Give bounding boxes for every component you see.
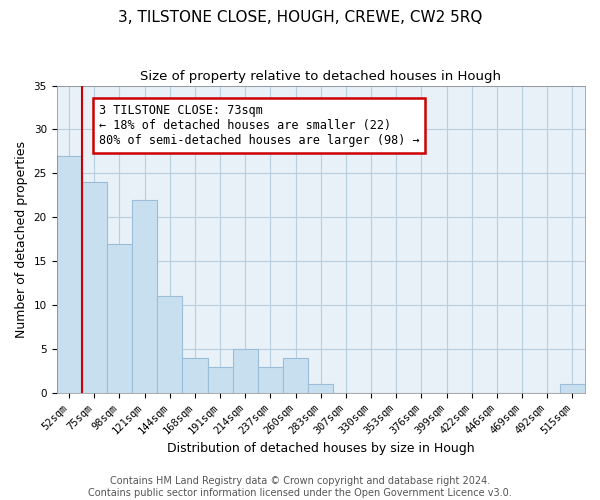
- Y-axis label: Number of detached properties: Number of detached properties: [15, 141, 28, 338]
- Bar: [233, 349, 258, 393]
- Bar: [208, 367, 233, 393]
- Text: 3 TILSTONE CLOSE: 73sqm
← 18% of detached houses are smaller (22)
80% of semi-de: 3 TILSTONE CLOSE: 73sqm ← 18% of detache…: [99, 104, 419, 147]
- Title: Size of property relative to detached houses in Hough: Size of property relative to detached ho…: [140, 70, 501, 83]
- Bar: [56, 156, 82, 393]
- X-axis label: Distribution of detached houses by size in Hough: Distribution of detached houses by size …: [167, 442, 475, 455]
- Text: 3, TILSTONE CLOSE, HOUGH, CREWE, CW2 5RQ: 3, TILSTONE CLOSE, HOUGH, CREWE, CW2 5RQ: [118, 10, 482, 25]
- Bar: [82, 182, 107, 393]
- Bar: [560, 384, 585, 393]
- Bar: [107, 244, 132, 393]
- Bar: [182, 358, 208, 393]
- Bar: [157, 296, 182, 393]
- Bar: [132, 200, 157, 393]
- Bar: [283, 358, 308, 393]
- Bar: [258, 367, 283, 393]
- Bar: [308, 384, 334, 393]
- Text: Contains HM Land Registry data © Crown copyright and database right 2024.
Contai: Contains HM Land Registry data © Crown c…: [88, 476, 512, 498]
